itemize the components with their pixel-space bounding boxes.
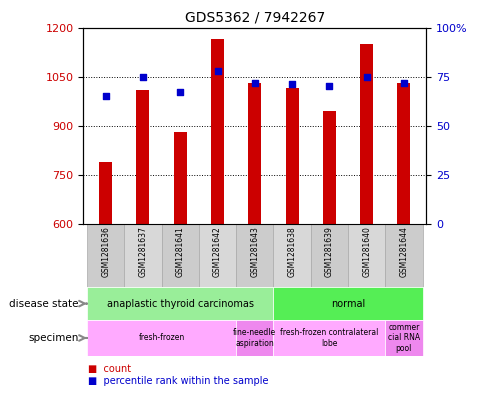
Point [176, 89, 184, 95]
Point [400, 79, 408, 86]
Bar [124, 224, 162, 287]
Point [139, 73, 147, 80]
Text: GSM1281636: GSM1281636 [101, 226, 110, 277]
Title: GDS5362 / 7942267: GDS5362 / 7942267 [185, 11, 325, 25]
Bar [273, 320, 385, 356]
Text: GSM1281644: GSM1281644 [399, 226, 409, 277]
Bar [87, 320, 236, 356]
Bar [174, 132, 187, 393]
Bar [236, 320, 273, 356]
Point [102, 93, 110, 99]
Bar [199, 224, 236, 287]
Bar [236, 224, 273, 287]
Text: anaplastic thyroid carcinomas: anaplastic thyroid carcinomas [107, 299, 254, 309]
Point [214, 68, 221, 74]
Text: specimen: specimen [28, 333, 78, 343]
Text: ■  count: ■ count [88, 364, 131, 375]
Text: GSM1281637: GSM1281637 [139, 226, 147, 277]
Text: normal: normal [331, 299, 365, 309]
Bar [360, 44, 373, 393]
Bar [87, 224, 124, 287]
Text: fresh-frozen: fresh-frozen [139, 334, 185, 342]
Text: GSM1281640: GSM1281640 [362, 226, 371, 277]
Bar [87, 287, 273, 320]
Point [325, 83, 333, 90]
Text: ■  percentile rank within the sample: ■ percentile rank within the sample [88, 376, 269, 386]
Bar [385, 224, 422, 287]
Text: GSM1281639: GSM1281639 [325, 226, 334, 277]
Bar [211, 39, 224, 393]
Bar [311, 224, 348, 287]
Bar [273, 287, 422, 320]
Text: fine-needle
aspiration: fine-needle aspiration [233, 328, 276, 348]
Text: GSM1281638: GSM1281638 [288, 226, 296, 277]
Text: GSM1281641: GSM1281641 [176, 226, 185, 277]
Bar [99, 162, 112, 393]
Bar [286, 88, 298, 393]
Bar [162, 224, 199, 287]
Bar [248, 83, 261, 393]
Text: GSM1281642: GSM1281642 [213, 226, 222, 277]
Point [288, 81, 296, 88]
Point [363, 73, 370, 80]
Bar [348, 224, 385, 287]
Bar [397, 83, 411, 393]
Text: disease state: disease state [9, 299, 78, 309]
Bar [323, 111, 336, 393]
Bar [273, 224, 311, 287]
Text: commer
cial RNA
pool: commer cial RNA pool [388, 323, 420, 353]
Bar [136, 90, 149, 393]
Text: GSM1281643: GSM1281643 [250, 226, 259, 277]
Point [251, 79, 259, 86]
Bar [385, 320, 422, 356]
Text: fresh-frozen contralateral
lobe: fresh-frozen contralateral lobe [280, 328, 379, 348]
